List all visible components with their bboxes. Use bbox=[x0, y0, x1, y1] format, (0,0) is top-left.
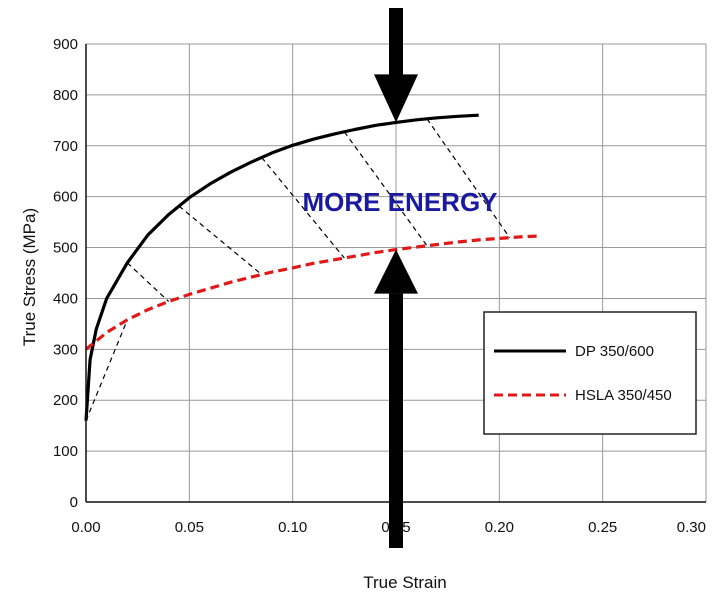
hatch-line bbox=[85, 319, 128, 421]
arrows bbox=[374, 8, 418, 548]
hatch-line bbox=[261, 157, 345, 259]
hatch-line bbox=[178, 205, 263, 275]
y-tick-label: 900 bbox=[53, 36, 78, 53]
hatch-line bbox=[126, 262, 170, 302]
series-curves bbox=[84, 113, 541, 421]
y-axis-title: True Stress (MPa) bbox=[20, 208, 39, 346]
y-tick-label: 800 bbox=[53, 87, 78, 104]
x-tick-label: 0.20 bbox=[485, 519, 514, 536]
arrow-down-head bbox=[374, 74, 418, 123]
y-tick-label: 400 bbox=[53, 290, 78, 307]
series-hsla-350-450-line bbox=[84, 234, 541, 351]
y-tick-label: 300 bbox=[53, 341, 78, 358]
series-dp-350-600-line bbox=[84, 113, 479, 421]
arrow-down-shaft bbox=[389, 8, 403, 83]
x-tick-labels: 0.000.050.100.150.200.250.30 bbox=[71, 519, 706, 536]
y-tick-label: 600 bbox=[53, 189, 78, 206]
y-tick-label: 0 bbox=[70, 494, 78, 511]
x-tick-label: 0.10 bbox=[278, 519, 307, 536]
more-energy-annotation: MORE ENERGY bbox=[302, 187, 497, 217]
x-axis-title: True Strain bbox=[363, 573, 446, 592]
arrow-up-head bbox=[374, 249, 418, 294]
x-tick-label: 0.25 bbox=[588, 519, 617, 536]
y-tick-label: 500 bbox=[53, 240, 78, 257]
energy-hatch-region bbox=[85, 118, 511, 421]
arrow-up-shaft bbox=[389, 293, 403, 548]
y-tick-labels: 0 100 200 300 400 500 600 700 800 900 bbox=[53, 36, 78, 511]
hatch-line bbox=[426, 118, 511, 238]
hatch-line bbox=[343, 131, 428, 247]
x-tick-label: 0.05 bbox=[175, 519, 204, 536]
x-tick-label: 0.30 bbox=[677, 519, 706, 536]
legend: DP 350/600 HSLA 350/450 bbox=[483, 311, 697, 435]
legend-box bbox=[483, 311, 697, 435]
y-tick-label: 700 bbox=[53, 138, 78, 155]
y-tick-label: 100 bbox=[53, 443, 78, 460]
x-tick-label: 0.00 bbox=[71, 519, 100, 536]
legend-label-dp: DP 350/600 bbox=[575, 343, 654, 360]
y-tick-label: 200 bbox=[53, 392, 78, 409]
legend-label-hsla: HSLA 350/450 bbox=[575, 387, 672, 404]
